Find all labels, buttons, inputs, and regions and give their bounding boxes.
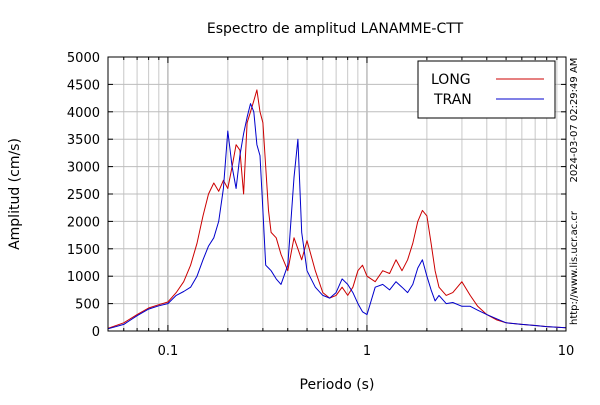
legend-box [417, 60, 556, 119]
legend-label-long: LONG [431, 72, 471, 88]
y-tick-label: 3000 [67, 161, 100, 176]
legend: LONG TRAN [417, 60, 556, 119]
y-tick-label: 5000 [67, 51, 100, 66]
y-tick-label: 2000 [67, 215, 100, 230]
series-line-long [107, 89, 567, 329]
y-tick-label: 1500 [67, 243, 100, 258]
y-axis-title: Amplitud (cm/s) [7, 138, 23, 250]
y-tick-label: 4000 [67, 106, 100, 121]
x-axis-title: Periodo (s) [300, 377, 375, 393]
y-tick-label: 0 [92, 325, 100, 340]
y-tick-label: 1000 [67, 270, 100, 285]
x-tick-label: 1 [363, 344, 371, 359]
x-tick-label: 0.1 [158, 344, 179, 359]
axis-ticks: 0 500 1000 1500 2000 2500 3000 3500 4000 4500 5000… [67, 51, 574, 359]
y-tick-label: 500 [75, 298, 100, 313]
y-tick-label: 4500 [67, 78, 100, 93]
chart-title: Espectro de amplitud LANAMME-CTT [207, 21, 464, 37]
series-group [107, 89, 567, 330]
y-tick-label: 3500 [67, 133, 100, 148]
timestamp-label: 2024-03-07 02:29:49 AM [569, 58, 580, 183]
source-url-label: http://www.lis.ucr.ac.cr [569, 210, 580, 325]
grid [108, 57, 566, 331]
legend-label-tran: TRAN [433, 92, 472, 108]
x-tick-label: 10 [558, 344, 575, 359]
series-line-tran [107, 103, 567, 330]
y-tick-label: 2500 [67, 188, 100, 203]
